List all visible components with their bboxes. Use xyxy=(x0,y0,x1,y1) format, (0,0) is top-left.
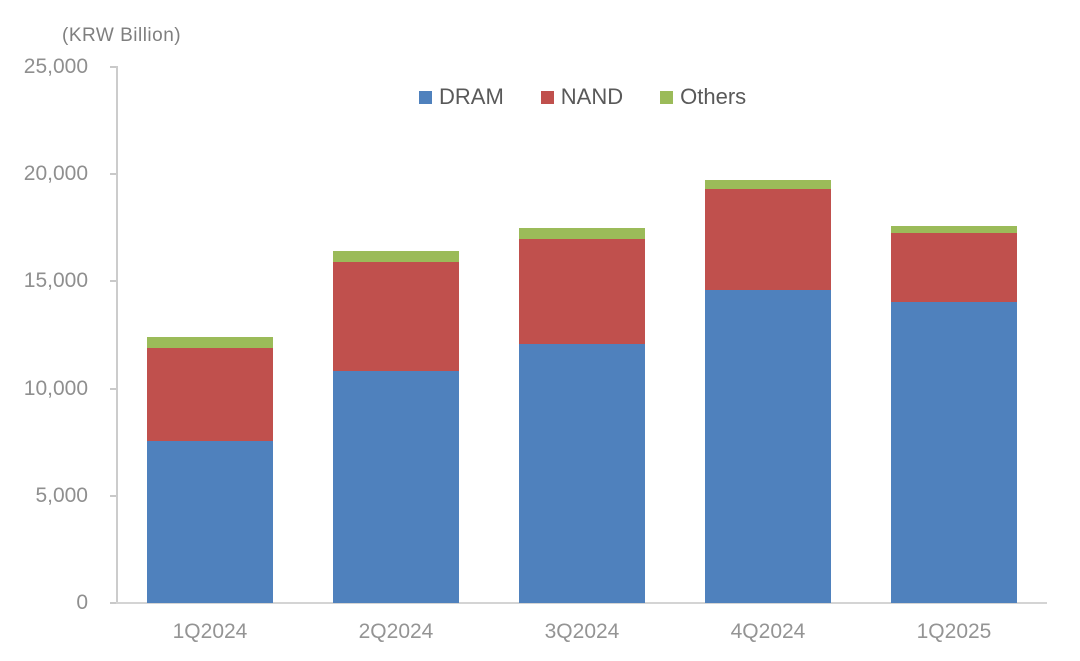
bar-segment-dram-2q2024 xyxy=(333,371,459,603)
y-tick-label: 15,000 xyxy=(23,269,88,293)
bar-segment-others-1q2024 xyxy=(147,337,273,348)
y-tick-label: 25,000 xyxy=(23,55,88,78)
bar-segment-nand-4q2024 xyxy=(705,189,831,290)
y-axis-line xyxy=(116,66,118,604)
x-tick-label-4q2024: 4Q2024 xyxy=(730,620,806,643)
axis-unit-label: (KRW Billion) xyxy=(62,25,182,46)
x-tick-label-1q2025: 1Q2025 xyxy=(916,620,992,643)
legend-swatch-others xyxy=(660,90,674,104)
bar-segment-nand-3q2024 xyxy=(519,238,645,344)
bar-segment-nand-1q2024 xyxy=(147,347,273,442)
bar-segment-dram-4q2024 xyxy=(705,289,831,603)
y-tick-mark xyxy=(110,66,117,68)
bar-segment-others-2q2024 xyxy=(333,251,459,263)
legend-item-dram: DRAM xyxy=(419,84,504,110)
legend: DRAM NAND Others xyxy=(419,84,746,110)
y-tick-label: 20,000 xyxy=(23,162,88,186)
legend-item-others: Others xyxy=(660,84,746,110)
bar-segment-dram-3q2024 xyxy=(519,343,645,603)
legend-swatch-nand xyxy=(540,90,554,104)
y-tick-mark xyxy=(110,494,117,497)
y-tick-mark xyxy=(110,173,117,176)
y-tick-label: 5,000 xyxy=(35,483,88,507)
y-tick-label: 10,000 xyxy=(23,376,88,400)
legend-swatch-dram xyxy=(419,90,432,104)
bar-segment-others-1q2025 xyxy=(891,226,1017,234)
legend-label-dram: DRAM xyxy=(439,84,504,109)
x-tick-label-2q2024: 2Q2024 xyxy=(358,620,434,643)
bar-segment-others-3q2024 xyxy=(519,227,645,239)
bar-segment-dram-1q2024 xyxy=(147,441,273,603)
y-tick-mark xyxy=(110,602,117,604)
legend-item-nand: NAND xyxy=(540,84,624,110)
y-tick-label: 0 xyxy=(76,591,88,614)
y-tick-mark xyxy=(110,280,117,283)
legend-label-others: Others xyxy=(680,84,747,109)
bar-segment-dram-1q2025 xyxy=(891,301,1017,603)
bar-segment-others-4q2024 xyxy=(705,179,831,190)
x-tick-label-3q2024: 3Q2024 xyxy=(544,620,620,643)
legend-label-nand: NAND xyxy=(560,84,624,109)
bar-segment-nand-1q2025 xyxy=(891,233,1017,302)
bar-segment-nand-2q2024 xyxy=(333,262,459,372)
x-tick-label-1q2024: 1Q2024 xyxy=(172,620,248,643)
x-axis-line xyxy=(116,602,1047,604)
y-tick-mark xyxy=(110,387,117,390)
